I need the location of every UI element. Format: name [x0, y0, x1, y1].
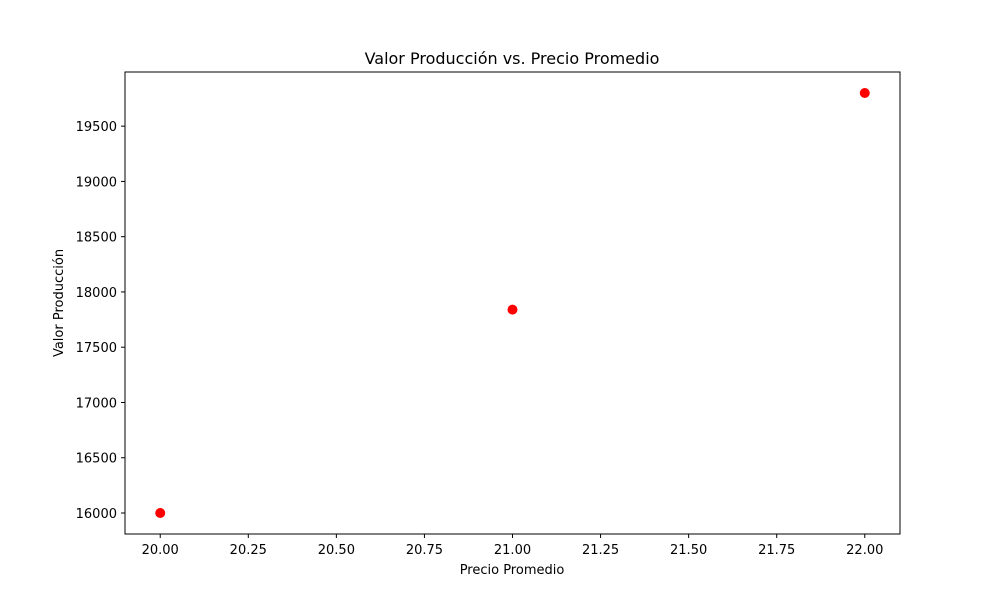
x-axis-label: Precio Promedio — [460, 563, 565, 578]
y-tick-label: 17500 — [76, 341, 117, 356]
x-axis-ticks: 20.00 20.25 20.50 20.75 21.00 21.25 21.50 21.75… — [142, 534, 883, 558]
y-axis-ticks: 16000 16500 17000 17500 18000 18500 19000 19500 — [76, 120, 125, 522]
plot-area-frame — [124, 71, 901, 535]
x-tick-label: 22.00 — [846, 543, 883, 558]
y-tick-label: 18000 — [76, 286, 117, 301]
scatter-point — [507, 304, 518, 315]
y-tick-label: 16500 — [76, 452, 117, 467]
y-tick-label: 19000 — [76, 175, 117, 190]
x-tick-label: 21.00 — [494, 543, 531, 558]
y-tick-label: 17000 — [76, 396, 117, 411]
x-tick-label: 21.25 — [582, 543, 619, 558]
y-tick-label: 16000 — [76, 507, 117, 522]
chart-title: Valor Producción vs. Precio Promedio — [365, 49, 660, 68]
x-tick-label: 21.75 — [758, 543, 795, 558]
y-tick-label: 19500 — [76, 120, 117, 135]
x-tick-label: 20.75 — [406, 543, 443, 558]
scatter-point — [859, 88, 870, 98]
data-points — [155, 88, 870, 518]
x-tick-label: 21.50 — [670, 543, 707, 558]
x-tick-label: 20.25 — [230, 543, 267, 558]
x-tick-label: 20.00 — [142, 543, 179, 558]
y-axis-label: Valor Producción — [52, 249, 67, 357]
x-tick-label: 20.50 — [318, 543, 355, 558]
y-tick-label: 18500 — [76, 231, 117, 246]
scatter-point — [155, 508, 166, 518]
